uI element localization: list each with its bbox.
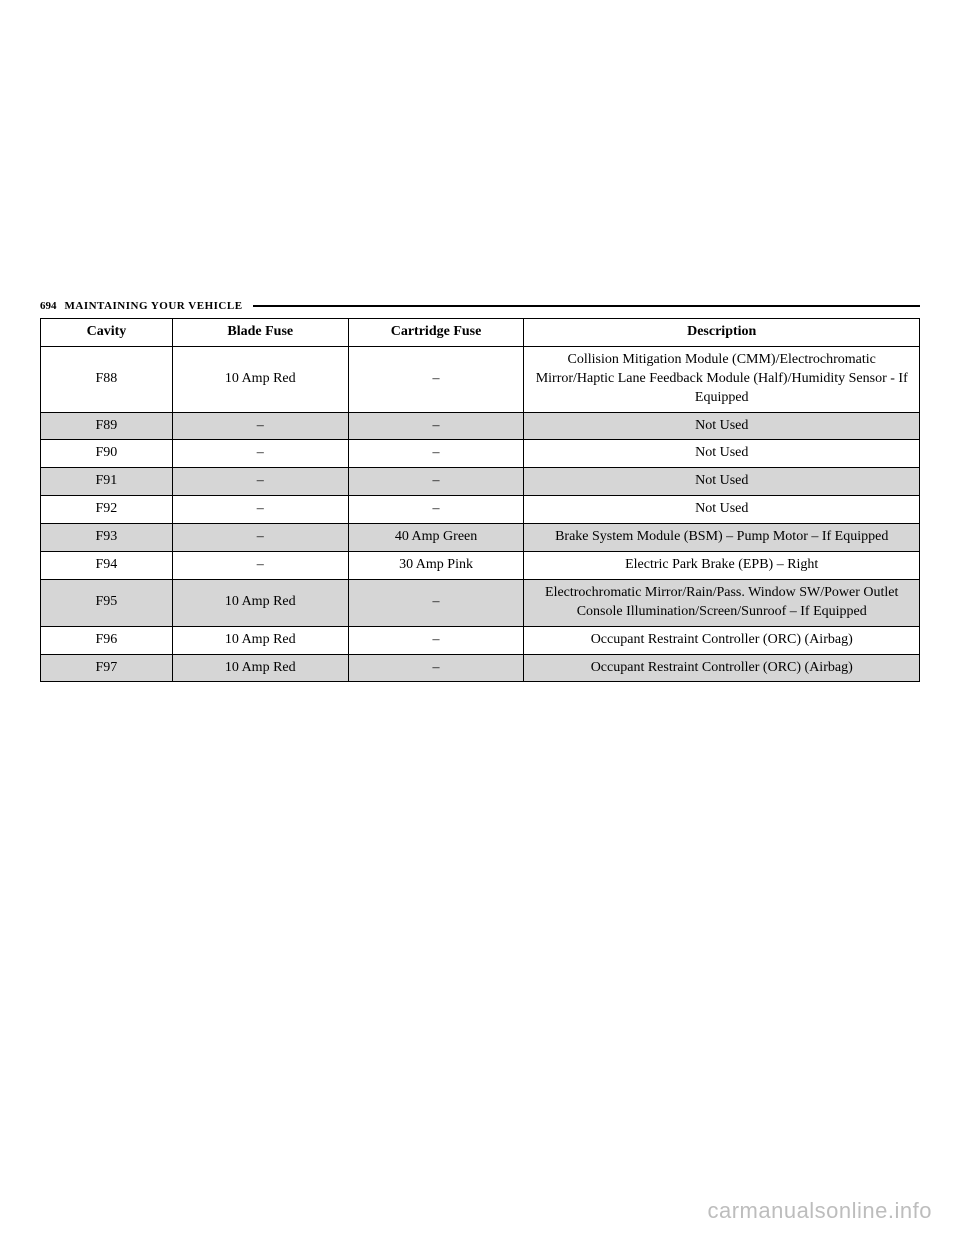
table-cell: Brake System Module (BSM) – Pump Motor –… xyxy=(524,524,920,552)
table-cell: F97 xyxy=(41,654,173,682)
table-header-row: Cavity Blade Fuse Cartridge Fuse Descrip… xyxy=(41,319,920,347)
fuse-table: Cavity Blade Fuse Cartridge Fuse Descrip… xyxy=(40,318,920,682)
table-row: F92––Not Used xyxy=(41,496,920,524)
table-cell: – xyxy=(348,468,524,496)
table-cell: 40 Amp Green xyxy=(348,524,524,552)
table-cell: 10 Amp Red xyxy=(172,626,348,654)
table-row: F94–30 Amp PinkElectric Park Brake (EPB)… xyxy=(41,552,920,580)
table-cell: – xyxy=(348,579,524,626)
table-row: F91––Not Used xyxy=(41,468,920,496)
section-title: MAINTAINING YOUR VEHICLE xyxy=(65,300,243,312)
col-cartridge-fuse: Cartridge Fuse xyxy=(348,319,524,347)
table-cell: F91 xyxy=(41,468,173,496)
table-row: F9610 Amp Red–Occupant Restraint Control… xyxy=(41,626,920,654)
table-cell: – xyxy=(172,412,348,440)
watermark: carmanualsonline.info xyxy=(707,1198,932,1224)
table-cell: – xyxy=(172,524,348,552)
table-cell: 30 Amp Pink xyxy=(348,552,524,580)
table-cell: – xyxy=(348,440,524,468)
page-header: 694 MAINTAINING YOUR VEHICLE xyxy=(40,300,920,312)
table-cell: – xyxy=(348,412,524,440)
table-cell: Electrochromatic Mirror/Rain/Pass. Windo… xyxy=(524,579,920,626)
table-cell: – xyxy=(172,552,348,580)
table-cell: F93 xyxy=(41,524,173,552)
col-description: Description xyxy=(524,319,920,347)
table-row: F90––Not Used xyxy=(41,440,920,468)
table-row: F89––Not Used xyxy=(41,412,920,440)
table-row: F9710 Amp Red–Occupant Restraint Control… xyxy=(41,654,920,682)
table-cell: Occupant Restraint Controller (ORC) (Air… xyxy=(524,654,920,682)
table-cell: 10 Amp Red xyxy=(172,346,348,412)
table-cell: Occupant Restraint Controller (ORC) (Air… xyxy=(524,626,920,654)
table-row: F8810 Amp Red–Collision Mitigation Modul… xyxy=(41,346,920,412)
table-cell: – xyxy=(348,654,524,682)
table-cell: – xyxy=(172,496,348,524)
table-cell: – xyxy=(348,496,524,524)
page-number: 694 xyxy=(40,300,57,312)
table-row: F9510 Amp Red–Electrochromatic Mirror/Ra… xyxy=(41,579,920,626)
table-cell: F92 xyxy=(41,496,173,524)
table-cell: – xyxy=(172,440,348,468)
col-cavity: Cavity xyxy=(41,319,173,347)
fuse-table-container: Cavity Blade Fuse Cartridge Fuse Descrip… xyxy=(40,318,920,682)
table-cell: Not Used xyxy=(524,412,920,440)
table-cell: 10 Amp Red xyxy=(172,579,348,626)
table-cell: Not Used xyxy=(524,468,920,496)
table-cell: Electric Park Brake (EPB) – Right xyxy=(524,552,920,580)
table-cell: Not Used xyxy=(524,440,920,468)
table-cell: F88 xyxy=(41,346,173,412)
header-rule xyxy=(253,305,920,307)
table-cell: F95 xyxy=(41,579,173,626)
table-row: F93–40 Amp GreenBrake System Module (BSM… xyxy=(41,524,920,552)
table-cell: 10 Amp Red xyxy=(172,654,348,682)
table-cell: F90 xyxy=(41,440,173,468)
table-cell: Not Used xyxy=(524,496,920,524)
table-cell: F96 xyxy=(41,626,173,654)
table-cell: F89 xyxy=(41,412,173,440)
manual-page: 694 MAINTAINING YOUR VEHICLE Cavity Blad… xyxy=(0,0,960,1242)
col-blade-fuse: Blade Fuse xyxy=(172,319,348,347)
table-cell: – xyxy=(348,346,524,412)
table-cell: – xyxy=(172,468,348,496)
table-cell: Collision Mitigation Module (CMM)/Electr… xyxy=(524,346,920,412)
table-cell: F94 xyxy=(41,552,173,580)
table-body: F8810 Amp Red–Collision Mitigation Modul… xyxy=(41,346,920,682)
table-cell: – xyxy=(348,626,524,654)
